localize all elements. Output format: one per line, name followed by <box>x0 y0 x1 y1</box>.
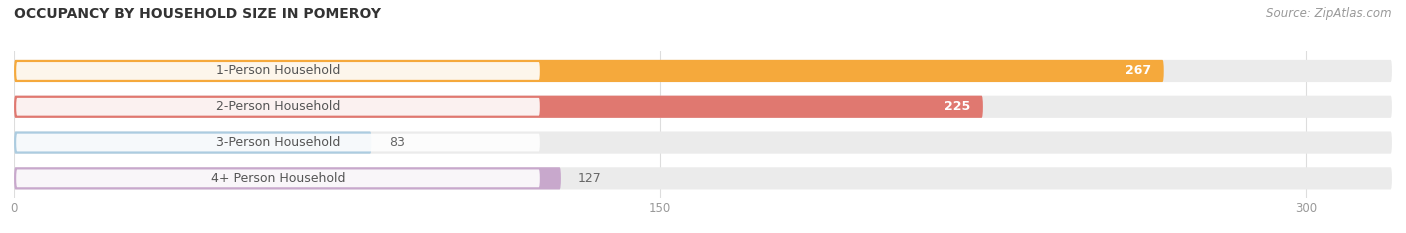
Text: 3-Person Household: 3-Person Household <box>217 136 340 149</box>
FancyBboxPatch shape <box>14 131 371 154</box>
Text: 127: 127 <box>578 172 602 185</box>
Text: 83: 83 <box>388 136 405 149</box>
Text: OCCUPANCY BY HOUSEHOLD SIZE IN POMEROY: OCCUPANCY BY HOUSEHOLD SIZE IN POMEROY <box>14 7 381 21</box>
FancyBboxPatch shape <box>14 167 1392 189</box>
FancyBboxPatch shape <box>14 96 983 118</box>
FancyBboxPatch shape <box>14 60 1392 82</box>
FancyBboxPatch shape <box>17 169 540 187</box>
FancyBboxPatch shape <box>14 96 1392 118</box>
Text: 2-Person Household: 2-Person Household <box>217 100 340 113</box>
FancyBboxPatch shape <box>17 62 540 80</box>
FancyBboxPatch shape <box>14 167 561 189</box>
FancyBboxPatch shape <box>14 131 1392 154</box>
Text: 267: 267 <box>1125 65 1152 77</box>
Text: 1-Person Household: 1-Person Household <box>217 65 340 77</box>
FancyBboxPatch shape <box>14 60 1164 82</box>
FancyBboxPatch shape <box>17 98 540 116</box>
Text: 4+ Person Household: 4+ Person Household <box>211 172 346 185</box>
Text: Source: ZipAtlas.com: Source: ZipAtlas.com <box>1267 7 1392 20</box>
FancyBboxPatch shape <box>17 134 540 151</box>
Text: 225: 225 <box>943 100 970 113</box>
